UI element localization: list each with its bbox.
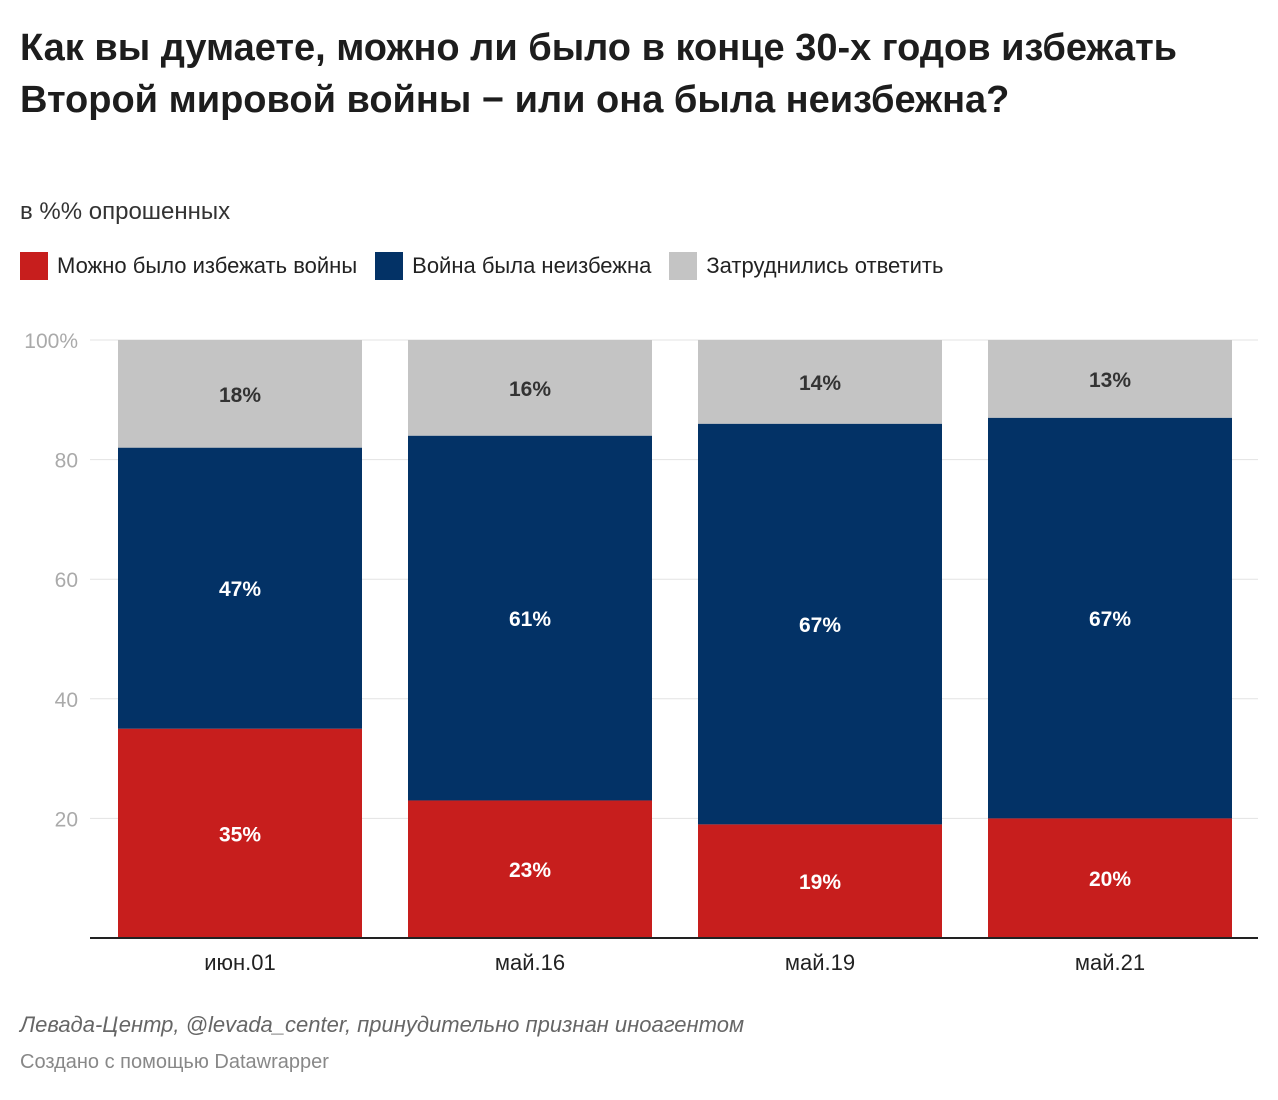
data-label: 47% xyxy=(219,578,261,601)
x-tick-label: май.21 xyxy=(1075,950,1145,975)
legend-label: Война была неизбежна xyxy=(412,253,652,278)
y-tick-label: 100% xyxy=(24,330,78,353)
bar-segment xyxy=(408,800,652,938)
data-label: 18% xyxy=(219,384,261,407)
data-label: 16% xyxy=(509,378,551,401)
x-tick-label: май.16 xyxy=(495,950,565,975)
legend-label: Затруднились ответить xyxy=(706,253,944,278)
source-note: Левада-Центр, @levada_center, принудител… xyxy=(20,1012,745,1037)
bar-segment xyxy=(408,435,652,801)
bar-segment xyxy=(118,340,362,448)
legend-label: Можно было избежать войны xyxy=(57,253,358,278)
data-label: 67% xyxy=(799,614,841,637)
y-tick-label: 60 xyxy=(55,569,78,592)
legend-swatch xyxy=(375,252,404,280)
data-label: 61% xyxy=(509,608,551,631)
data-label: 13% xyxy=(1089,369,1131,392)
credit-note: Создано с помощью Datawrapper xyxy=(20,1051,329,1073)
bar-segment xyxy=(698,423,942,825)
legend-item: Война была неизбежна xyxy=(375,252,651,280)
y-tick-label: 80 xyxy=(55,450,78,473)
chart-subtitle: в %% опрошенных xyxy=(20,198,231,225)
legend-swatch xyxy=(669,252,698,280)
plot-area: 20 40 60 80 100% 35% 47% 18% июн.01 23% 61% 16% май.… xyxy=(24,330,1258,975)
bar-segment xyxy=(408,340,652,436)
data-label: 20% xyxy=(1089,868,1131,891)
legend: Можно было избежать войны Война была неи… xyxy=(20,252,943,280)
bar-segment xyxy=(118,728,362,938)
bar-segment xyxy=(988,340,1232,418)
legend-item: Можно было избежать войны xyxy=(20,252,357,280)
y-tick-label: 20 xyxy=(55,808,78,831)
bar-segment xyxy=(988,818,1232,938)
data-label: 67% xyxy=(1089,608,1131,631)
chart-title: Как вы думаете, можно ли было в конце 30… xyxy=(20,27,1178,121)
data-label: 14% xyxy=(799,372,841,395)
x-tick-label: июн.01 xyxy=(204,950,276,975)
y-tick-label: 40 xyxy=(55,689,78,712)
x-tick-label: май.19 xyxy=(785,950,855,975)
bar-segment xyxy=(988,417,1232,819)
bar-segment xyxy=(118,447,362,729)
data-label: 19% xyxy=(799,871,841,894)
data-label: 35% xyxy=(219,823,261,846)
bar-segment xyxy=(698,824,942,938)
bar-segment xyxy=(698,340,942,424)
legend-swatch xyxy=(20,252,48,280)
legend-item: Затруднились ответить xyxy=(669,252,943,280)
data-label: 23% xyxy=(509,859,551,882)
